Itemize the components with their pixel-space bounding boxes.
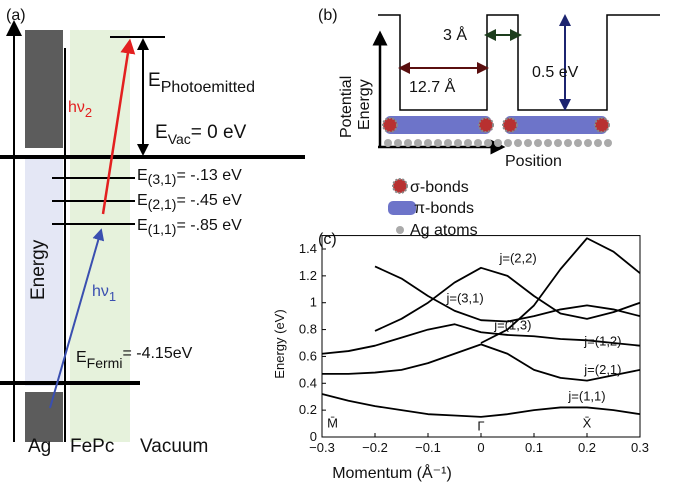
panel-b: (b) 3 Å 12.7 Å 0.5 eV Potential Energy P… [318,7,660,239]
annotation: j=(1,1) [567,389,605,404]
photon-label: hν2 [68,99,92,120]
energy-band [25,158,63,386]
photon-arrow [101,38,136,215]
depth-label: 0.5 eV [532,64,579,81]
energy-label: EPhotoemitted [148,70,255,96]
x-tick-label: 0.1 [525,440,543,455]
pi-bond [505,116,607,134]
sigma-bonds [382,117,610,133]
fermi-label: EFermi= -4.15eV [76,345,193,371]
y-axis-title: Energy (eV) [272,309,287,378]
annotation: j=(3,1) [445,291,483,306]
y-tick-label: 1.2 [299,268,317,283]
region-label: FePc [70,436,114,457]
x-tick-label: 0.2 [578,440,596,455]
region-label: Vacuum [140,436,208,457]
annotation: j=(1,2) [583,334,621,349]
y-tick-label: 0.6 [299,348,317,363]
axis-label: Energy [28,239,49,300]
annotation: M̄ [327,416,338,431]
gap-label: 3 Å [443,25,467,44]
x-tick-label: 0 [477,440,484,455]
annotation: X̄ [583,416,592,431]
legend-label: π-bonds [414,200,474,217]
y-tick-label: 0.2 [299,402,317,417]
y-tick-label: 0.8 [299,322,317,337]
band-line [321,323,641,355]
y-label: Potential [338,76,355,138]
band-line [321,393,641,418]
legend-swatch [396,226,404,234]
band-line [480,237,641,344]
x-tick-label: 0.3 [631,440,649,455]
x-axis-title: Momentum (Å⁻¹) [332,463,452,482]
ag-atoms [384,139,612,147]
y-tick-label: 1.4 [299,241,317,256]
x-tick-label: −0.3 [309,440,335,455]
band-line [374,266,641,332]
x-tick-label: −0.1 [415,440,441,455]
annotation: j=(1,3) [493,318,531,333]
ag-block [25,392,63,442]
width-label: 12.7 Å [409,77,456,96]
legend-swatch [388,201,416,215]
photon-label: hν1 [92,283,116,304]
y-tick-label: 0 [310,429,317,444]
panel-c: (c) Momentum (Å⁻¹) Energy (eV) −0.3 −0.2 −… [272,231,649,482]
x-label: Position [505,153,562,170]
panel-label: (c) [318,231,337,248]
panel-a: (a) Energy EPhotoemitted EVac= 0 eV E(3,… [0,7,305,457]
annotation: j=(2,2) [498,250,536,265]
legend-swatch [392,178,408,194]
photon-arrow [49,228,105,409]
panel-label: (a) [6,7,26,24]
level-label: E(2,1)= -.45 eV [137,192,242,212]
band-line [322,343,641,382]
annotation: Γ [477,418,484,433]
x-tick-label: −0.2 [362,440,388,455]
level-label: E(3,1)= -.13 eV [137,167,242,187]
y-tick-label: 1 [310,295,317,310]
legend-label: σ-bonds [410,179,469,196]
level-label: E(1,1)= -.85 eV [137,217,242,237]
annotation: j=(2,1) [583,362,621,377]
panel-label: (b) [318,7,338,24]
band-line [374,265,641,323]
ag-block [25,30,63,148]
legend-label: Ag atoms [410,222,478,239]
y-tick-label: 0.4 [299,375,317,390]
energy-label: EVac= 0 eV [155,122,247,147]
pi-bond [385,116,491,134]
region-label: Ag [28,436,51,457]
y-label: Energy [356,79,373,130]
